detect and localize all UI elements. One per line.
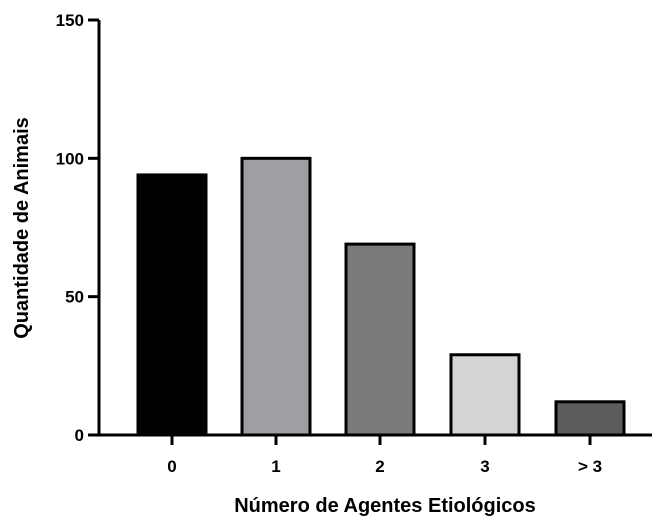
y-axis-title: Quantidade de Animais xyxy=(11,117,33,339)
bar-3 xyxy=(449,353,521,437)
y-tick-label-1: 50 xyxy=(65,288,84,307)
bar-1 xyxy=(240,156,312,437)
x-axis-title: Número de Agentes Etiológicos xyxy=(234,495,536,517)
bar-4 xyxy=(554,400,626,437)
y-ticks: 0 50 100 150 xyxy=(56,11,99,445)
y-tick-label-2: 100 xyxy=(56,149,84,168)
y-tick-label-3: 150 xyxy=(56,11,84,30)
bar-2 xyxy=(344,242,416,437)
x-tick-label-3: 3 xyxy=(480,457,489,476)
bar-0 xyxy=(136,173,208,437)
x-tick-label-4: > 3 xyxy=(578,457,602,476)
x-tick-label-2: 2 xyxy=(375,457,384,476)
x-tick-label-1: 1 xyxy=(271,457,280,476)
x-tick-label-0: 0 xyxy=(167,457,176,476)
y-tick-label-0: 0 xyxy=(75,426,84,445)
bars-layer xyxy=(136,156,626,437)
x-ticks: 0 1 2 3 > 3 xyxy=(167,435,602,476)
axes-layer xyxy=(97,20,652,437)
